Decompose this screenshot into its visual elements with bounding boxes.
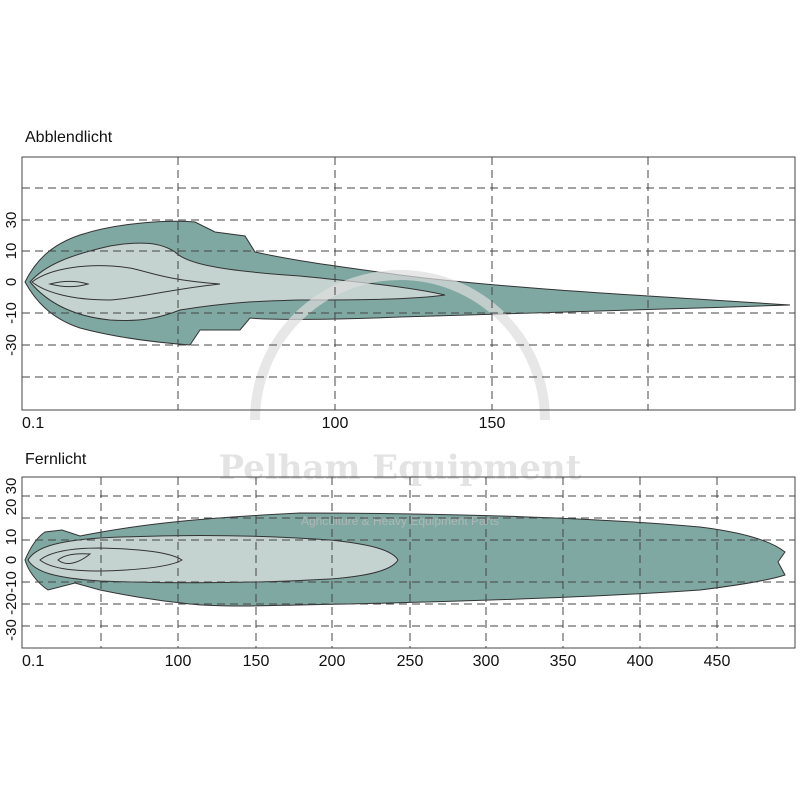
high-beam-contour — [57, 553, 92, 564]
low-beam-contour — [31, 265, 221, 301]
high-beam-contour — [39, 547, 183, 572]
x-tick-label: 350 — [550, 653, 577, 670]
plot-frame — [21, 156, 796, 411]
plot-frame — [21, 476, 796, 649]
y-tick-label: 20 — [3, 499, 20, 516]
low-beam-outer — [24, 220, 791, 346]
x-tick-label: 250 — [397, 653, 424, 670]
x-tick-label: 0.1 — [22, 415, 44, 432]
y-tick-label: -10 — [3, 571, 20, 593]
x-tick-label: 0.1 — [22, 653, 44, 670]
x-tick-label: 400 — [627, 653, 654, 670]
low-beam-contour — [48, 280, 90, 288]
y-tick-label: -30 — [3, 334, 20, 356]
y-tick-label: 30 — [3, 478, 20, 495]
y-tick-label: 10 — [3, 243, 20, 260]
watermark-name: Pelham Equipment — [219, 448, 582, 488]
panel-title: Fernlicht — [25, 451, 87, 468]
x-tick-label: 150 — [479, 415, 506, 432]
y-tick-label: 0 — [3, 278, 20, 286]
y-tick-label: -10 — [3, 302, 20, 324]
y-tick-label: 0 — [3, 556, 20, 564]
x-tick-label: 200 — [319, 653, 346, 670]
watermark-tagline: Agriculture & Heavy Equipment Parts — [301, 514, 499, 528]
x-tick-label: 150 — [243, 653, 270, 670]
low-beam-inner — [29, 242, 446, 321]
y-tick-label: 30 — [3, 212, 20, 229]
y-tick-label: -20 — [3, 593, 20, 615]
panel-title: Abblendlicht — [25, 129, 113, 146]
x-tick-label: 450 — [704, 653, 731, 670]
y-tick-label: 10 — [3, 529, 20, 546]
x-tick-label: 100 — [165, 653, 192, 670]
x-tick-label: 100 — [322, 415, 349, 432]
watermark-arch — [250, 270, 550, 421]
y-tick-label: -30 — [3, 619, 20, 641]
x-tick-label: 300 — [473, 653, 500, 670]
